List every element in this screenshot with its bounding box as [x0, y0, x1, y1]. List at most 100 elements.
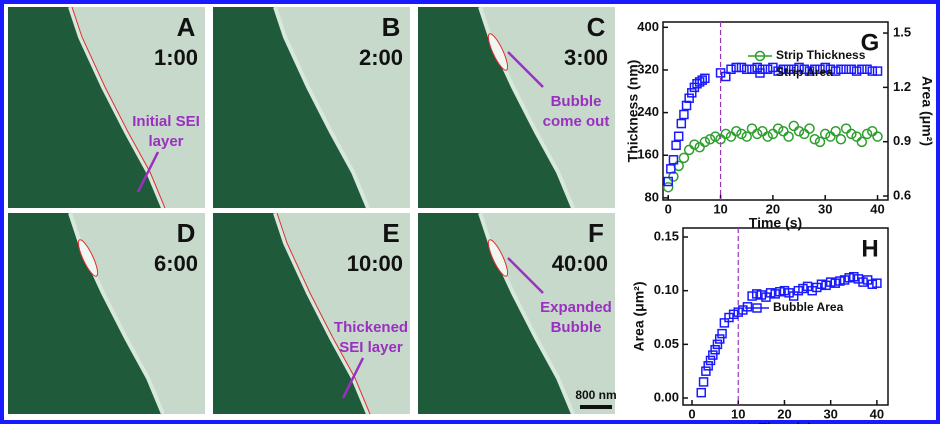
x-tick-label: 40: [870, 406, 884, 421]
time-label: 6:00: [154, 251, 198, 276]
data-point: [702, 367, 710, 375]
data-point: [685, 145, 694, 154]
data-point: [718, 330, 726, 338]
data-point: [784, 132, 793, 141]
data-point: [805, 124, 814, 133]
image-panel: B 2:00: [213, 7, 410, 208]
legend-label: Strip Area: [776, 65, 833, 79]
data-point: [852, 132, 861, 141]
annotation: layer: [148, 133, 183, 150]
data-point: [732, 127, 741, 136]
annotation: come out: [543, 113, 610, 130]
plot-frame: [683, 228, 888, 405]
data-point: [672, 141, 680, 149]
data-point: [810, 135, 819, 144]
data-point: [868, 127, 877, 136]
image-panel: A 1:00 Initial SEI layer: [8, 7, 205, 208]
annotation: Expanded: [540, 299, 612, 316]
panel-letter: A: [177, 12, 196, 42]
y2-tick-label: 1.5: [893, 24, 911, 39]
data-point: [815, 137, 824, 146]
x-tick-label: 10: [731, 406, 745, 421]
time-label: 10:00: [347, 251, 403, 276]
legend-label: Bubble Area: [773, 300, 844, 314]
data-point: [664, 183, 673, 192]
data-point: [847, 129, 856, 138]
x-tick-label: 30: [818, 201, 832, 216]
y-tick-label: 0.05: [654, 336, 679, 351]
y-tick-label: 0.15: [654, 228, 679, 243]
panel-letter: H: [861, 235, 878, 262]
data-point: [713, 340, 721, 348]
data-point: [857, 137, 866, 146]
y2-tick-label: 0.9: [893, 133, 911, 148]
data-point: [721, 129, 730, 138]
data-point: [800, 129, 809, 138]
data-point: [688, 89, 696, 97]
x-tick-label: 40: [870, 201, 884, 216]
data-point: [795, 127, 804, 136]
data-point: [826, 132, 835, 141]
data-point: [704, 362, 712, 370]
time-label: 1:00: [154, 45, 198, 70]
annotation: Bubble: [551, 319, 602, 336]
data-point: [709, 351, 717, 359]
y-axis-label: Thickness (nm): [625, 60, 641, 163]
time-label: 40:00: [552, 251, 608, 276]
data-point: [874, 67, 882, 75]
data-point: [707, 356, 715, 364]
data-point: [836, 135, 845, 144]
data-point: [842, 124, 851, 133]
image-panel: D 6:00: [8, 213, 205, 414]
data-point: [675, 132, 683, 140]
data-point: [779, 127, 788, 136]
data-point: [737, 129, 746, 138]
data-point: [700, 378, 708, 386]
data-point: [695, 143, 704, 152]
scale-bar-label: 800 nm: [575, 388, 616, 402]
data-point: [863, 129, 872, 138]
x-tick-label: 30: [823, 406, 837, 421]
panel-letter: F: [588, 218, 604, 248]
data-point: [711, 132, 720, 141]
data-point: [700, 137, 709, 146]
x-tick-label: 0: [665, 201, 672, 216]
data-point: [774, 124, 783, 133]
data-point: [697, 389, 705, 397]
y-axis-label: Area (μm²): [631, 281, 647, 351]
x-axis-label: Time (s): [759, 420, 812, 424]
y2-axis-label: Area (μm²): [919, 76, 935, 146]
time-label: 3:00: [564, 45, 608, 70]
data-point: [706, 135, 715, 144]
data-point: [727, 132, 736, 141]
data-point: [831, 127, 840, 136]
panel-letter: E: [382, 218, 399, 248]
data-point: [873, 132, 882, 141]
annotation: Thickened: [334, 319, 408, 336]
image-panel: E 10:00 Thickened SEI layer: [213, 213, 410, 414]
panel-letter: B: [382, 12, 401, 42]
y-tick-label: 0.00: [654, 389, 679, 404]
data-point: [768, 129, 777, 138]
time-label: 2:00: [359, 45, 403, 70]
data-point: [677, 120, 685, 128]
x-tick-label: 0: [688, 406, 695, 421]
x-tick-label: 10: [713, 201, 727, 216]
data-point: [716, 335, 724, 343]
data-point: [747, 124, 756, 133]
data-point: [758, 127, 767, 136]
data-point: [690, 140, 699, 149]
scale-bar: [580, 405, 612, 409]
annotation: Initial SEI: [132, 113, 200, 130]
y2-tick-label: 0.6: [893, 187, 911, 202]
y-tick-label: 80: [645, 189, 659, 204]
annotation: SEI layer: [339, 339, 403, 356]
data-point: [680, 111, 688, 119]
data-point: [789, 121, 798, 130]
annotation: Bubble: [551, 93, 602, 110]
panel-letter: C: [587, 12, 606, 42]
data-point: [742, 132, 751, 141]
panel-letter: D: [177, 218, 196, 248]
data-point: [821, 129, 830, 138]
y-tick-label: 400: [637, 19, 659, 34]
